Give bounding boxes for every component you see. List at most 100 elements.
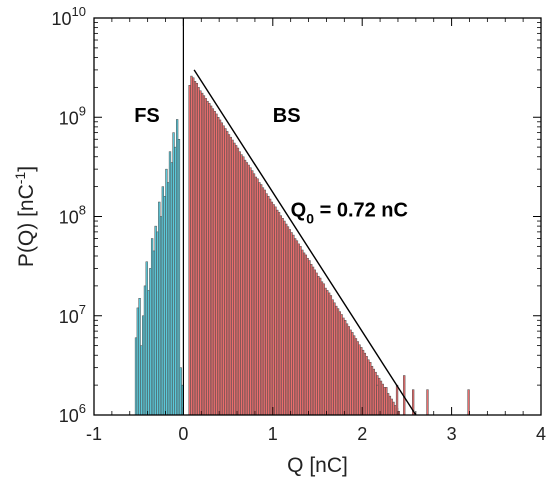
bs-bar [265,193,268,416]
bs-bar [426,389,429,416]
bs-bar [333,302,336,416]
fs-bar [136,307,139,416]
fs-bar [176,119,179,416]
bs-bar [320,281,324,416]
bs-bar [249,167,252,416]
annotation-fs: FS [134,105,160,127]
bs-bar [285,223,288,416]
fs-bar [152,250,156,416]
bs-bar [224,128,227,416]
bs-bar [301,249,304,416]
bs-bar [349,329,352,416]
fit-layer [193,69,417,416]
bs-bar [242,156,245,416]
bs-bar [188,85,191,416]
bs-bar [353,335,356,416]
annotation-q0: Q0 = 0.72 nC [291,200,408,227]
bs-bar [345,323,349,416]
bs-bar [374,371,377,416]
bs-bar [358,344,361,416]
bs-bar [319,277,322,416]
bs-bar [376,384,379,416]
bs-bar [209,105,213,416]
fs-bar [172,132,175,416]
bs-bar [281,218,284,416]
bs-bars [188,75,470,416]
bs-bar [286,226,290,416]
x-tick-label: -1 [86,424,102,444]
bs-bar [218,119,222,416]
bs-bar [331,299,334,416]
bs-bar [297,243,300,416]
bs-bar [240,154,243,416]
bs-bar [308,260,311,416]
annotations: FS BS Q0 = 0.72 nC [134,105,408,227]
bs-bar [231,139,234,416]
bs-bar [199,90,202,416]
bs-bar [338,311,341,416]
bs-bar [363,352,367,416]
bs-bar [324,287,327,416]
bs-bar [270,201,274,416]
bs-bar [261,187,265,416]
bs-bar [313,269,316,416]
fs-bar [143,285,147,416]
bs-bar [370,365,374,416]
bs-bar [204,98,207,416]
fs-bar [174,146,177,416]
fit-line [193,69,417,416]
bs-bar [272,204,275,416]
bs-bar [311,266,315,416]
bs-bar [201,92,204,416]
bs-bar [252,173,256,416]
x-tick-label: 0 [178,424,188,444]
bs-bar [193,81,197,416]
bs-bar [381,383,384,416]
bs-bar [302,252,306,416]
bs-bar [315,272,318,416]
bs-bar [190,75,193,416]
bs-bar [274,206,277,416]
x-tick-label: 4 [536,424,546,444]
bs-bar [395,384,399,416]
bs-bar [247,164,250,416]
bs-bar [202,95,206,416]
bs-bar [192,77,195,416]
bs-bar [367,359,370,416]
fs-bar [142,315,145,416]
bs-bar [206,100,209,416]
fs-bar [168,151,172,416]
bs-bar [215,113,218,416]
fs-bar [161,186,164,416]
fs-bars [134,119,184,416]
bs-bar [310,264,313,416]
bs-bar [365,356,368,416]
fs-bar [177,139,181,416]
bs-bar [235,145,238,416]
bs-bar [394,405,397,416]
fs-bar [134,337,138,416]
fs-bar [147,290,150,416]
bs-bar [383,387,386,416]
bs-bar [295,240,299,416]
bs-bar [290,232,293,416]
y-tick-label: 1010 [52,4,87,29]
fs-bar [170,162,173,416]
x-tick-label: 3 [447,424,457,444]
bs-bar [197,87,200,416]
bs-bar [354,338,358,416]
bs-bar [292,234,295,416]
fs-bar [138,298,141,416]
bs-bar [304,254,308,416]
fs-bar [165,168,168,416]
bs-bar [390,398,393,416]
bs-bar [251,170,254,416]
axes: -1 0 1 2 3 4 106 107 108 109 1010 Q [nC] P(Q) [nC-1] [12,4,546,477]
bs-bar [306,257,309,416]
y-tick-label: 107 [59,302,86,327]
bs-bar [236,147,240,416]
bs-bar [378,377,381,416]
bs-bar [294,238,297,416]
bs-bar [344,320,347,416]
